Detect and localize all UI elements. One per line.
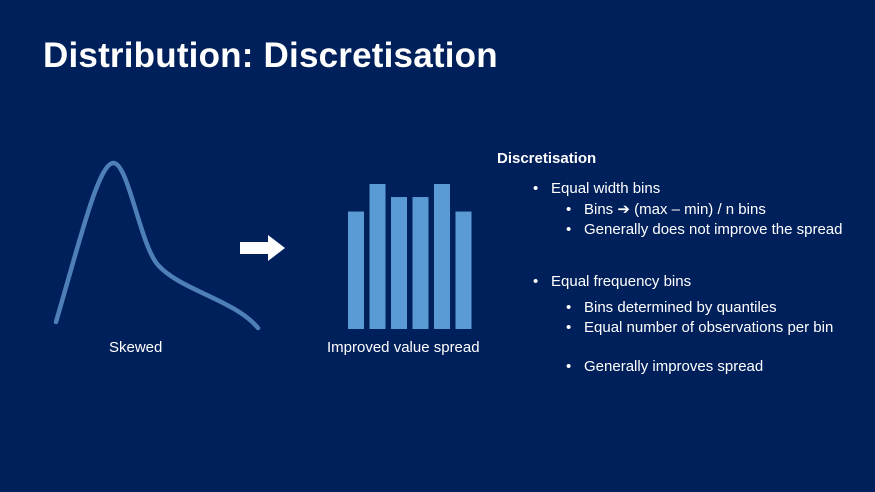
- bullet-icon: •: [533, 180, 539, 197]
- formula-prefix: Bins: [584, 201, 614, 218]
- bullet-icon: •: [566, 358, 572, 375]
- sub-bullet-quantiles: • Bins determined by quantiles: [566, 298, 846, 318]
- bar: [348, 211, 364, 329]
- skewed-curve-illustration: [53, 160, 261, 331]
- bullet-icon: •: [566, 299, 572, 316]
- bar: [369, 184, 386, 329]
- bar: [391, 197, 407, 329]
- panel-heading: Discretisation: [497, 150, 597, 167]
- bullet-label: Generally improves spread: [584, 358, 764, 375]
- bullet-label: Bins determined by quantiles: [584, 299, 777, 316]
- bullet-icon: •: [533, 273, 539, 290]
- bar: [412, 197, 429, 329]
- bullet-equal-frequency: • Equal frequency bins: [533, 272, 692, 292]
- bar: [455, 211, 472, 329]
- sub-bullet-no-improve: • Generally does not improve the spread: [566, 220, 846, 240]
- skewed-curve: [53, 160, 261, 331]
- skewed-caption: Skewed: [109, 339, 163, 356]
- formula-text: (max – min) / n bins: [634, 201, 766, 218]
- improved-caption: Improved value spread: [327, 339, 480, 356]
- bar: [434, 184, 450, 329]
- uniform-bars-illustration: [348, 184, 472, 329]
- bullet-label: Generally does not improve the spread: [584, 221, 843, 238]
- sub-bullet-improves-spread: • Generally improves spread: [566, 357, 846, 377]
- arrow-icon: ➔: [617, 201, 630, 218]
- sub-bullet-bins-formula: • Bins ➔ (max – min) / n bins: [566, 200, 846, 220]
- slide-title: Distribution: Discretisation: [43, 36, 498, 75]
- bullet-icon: •: [566, 201, 572, 218]
- bullet-icon: •: [566, 319, 572, 336]
- bullet-icon: •: [566, 221, 572, 238]
- bullet-label: Equal number of observations per bin: [584, 319, 834, 336]
- bullet-label: Equal width bins: [551, 180, 661, 197]
- sub-bullet-equal-observations: • Equal number of observations per bin: [566, 318, 846, 338]
- right-arrow-icon: [240, 235, 285, 261]
- bullet-equal-width: • Equal width bins: [533, 179, 661, 199]
- bullet-label: Equal frequency bins: [551, 273, 692, 290]
